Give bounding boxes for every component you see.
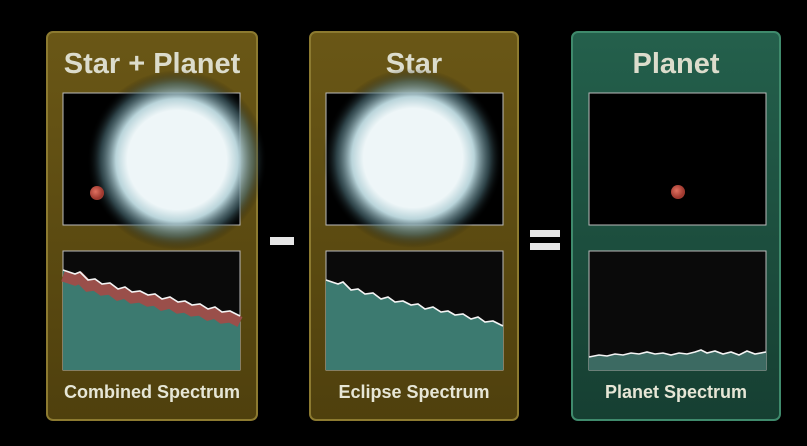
planet bbox=[671, 185, 685, 199]
panel-caption: Eclipse Spectrum bbox=[338, 382, 489, 402]
star bbox=[323, 68, 503, 248]
equals-sign bbox=[530, 243, 560, 250]
panel-caption: Combined Spectrum bbox=[64, 382, 240, 402]
equals-sign bbox=[530, 230, 560, 237]
minus-sign bbox=[270, 237, 294, 245]
planet bbox=[90, 186, 104, 200]
spectrum bbox=[588, 349, 767, 370]
panel-caption: Planet Spectrum bbox=[605, 382, 747, 402]
spectrum bbox=[325, 279, 504, 370]
panel-title: Planet bbox=[632, 48, 719, 80]
spectrum-box bbox=[588, 250, 767, 371]
spectrum bbox=[63, 269, 240, 370]
star bbox=[87, 70, 267, 250]
image-box bbox=[588, 92, 767, 226]
